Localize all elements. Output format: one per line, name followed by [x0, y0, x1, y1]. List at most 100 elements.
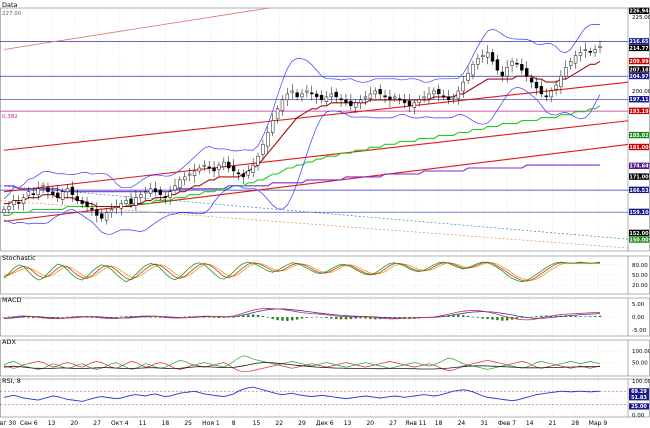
x-tick-label: Сен 6 [20, 420, 38, 427]
price-tag-box [629, 72, 649, 80]
candle-body [432, 90, 436, 95]
candle-body [510, 61, 514, 66]
x-tick-label: Янв 11 [405, 420, 426, 427]
rsi-tag-box [629, 388, 649, 395]
macd-histogram-bar [7, 316, 11, 318]
price-tag-box [629, 131, 649, 139]
candle-body [319, 94, 324, 101]
macd-histogram-bar [315, 316, 318, 318]
rsi-tag-label: 51.83 [631, 395, 647, 401]
candle-body [114, 206, 119, 208]
candle-body [300, 93, 304, 98]
candle-body [598, 46, 602, 48]
macd-histogram-bar [256, 314, 260, 317]
candle-body [109, 209, 114, 213]
candle-body [183, 176, 187, 181]
macd-histogram-bar [369, 317, 372, 320]
price-tag-label: 150.00 [629, 237, 649, 243]
candle-body [187, 173, 192, 176]
macd-histogram-bar [579, 316, 582, 317]
candle-body [441, 95, 446, 98]
candle-body [534, 81, 539, 89]
macd-histogram-bar [486, 317, 489, 320]
price-tag-label: 174.64 [629, 164, 649, 170]
candle-body [7, 206, 11, 210]
stochastic-axis-label: 80.00 [632, 263, 648, 269]
price-tag-box [629, 162, 649, 170]
indicator-panels [2, 261, 602, 402]
candle-body [417, 99, 421, 104]
candle-body [100, 213, 104, 219]
regression-channel-line [3, 81, 628, 151]
candle-body [456, 90, 461, 99]
rsi-panel-title: RSI, 8 [2, 377, 21, 385]
candle-body [202, 164, 206, 167]
candle-body [329, 93, 333, 98]
trend-guide-line [0, 185, 628, 240]
macd-histogram-bar [462, 315, 465, 317]
macd-histogram-bar [540, 315, 543, 317]
macd-histogram-bar [481, 317, 484, 319]
macd-histogram-bar [447, 315, 450, 317]
candle-body [544, 95, 548, 98]
candle-body [119, 203, 123, 209]
macd-histogram-bar [505, 317, 509, 321]
price-tag-box [629, 7, 649, 15]
macd-histogram-bar [183, 316, 186, 318]
candle-body [564, 67, 568, 77]
candle-body [402, 99, 407, 104]
price-tag-box [629, 44, 649, 52]
price-tag-box [629, 96, 649, 103]
candle-body [559, 75, 563, 88]
candle-body [212, 167, 216, 172]
rsi-axis-label: 0.00 [632, 413, 645, 419]
price-panel-title: Data [2, 1, 18, 9]
candle-body [178, 179, 182, 188]
macd-histogram-bar [569, 315, 572, 317]
macd-histogram-bar [545, 315, 548, 317]
price-tag-box [629, 107, 649, 115]
candle-body [56, 192, 60, 198]
candle-body [163, 196, 167, 198]
price-tag-box [629, 38, 649, 45]
candle-body [143, 191, 148, 194]
x-tick-label: 13 [344, 420, 352, 427]
rsi-tag-label: 25.00 [631, 404, 647, 410]
candle-body [578, 52, 583, 56]
macd-histogram-bar [491, 317, 494, 320]
macd-histogram-bar [339, 317, 343, 320]
rsi-line [3, 386, 601, 402]
price-tag-label: 166.53 [629, 188, 649, 194]
upper-diagonal-line [3, 8, 272, 50]
candle-body [295, 92, 299, 98]
x-tick-label: 13 [48, 420, 56, 427]
macd-histogram-bar [452, 314, 455, 317]
macd-histogram-bar [295, 317, 299, 320]
macd-histogram-bar [32, 317, 35, 319]
candle-body [46, 187, 50, 192]
candle-body [446, 96, 451, 101]
macd-histogram-bar [466, 315, 470, 317]
candle-body [583, 49, 588, 51]
candle-body [217, 164, 221, 170]
x-tick-label: 15 [253, 420, 261, 427]
candle-body [398, 98, 402, 101]
bollinger-lower-line [3, 86, 601, 235]
x-tick-label: 18 [162, 420, 170, 427]
candle-body [485, 52, 490, 58]
macd-histogram-bar [261, 315, 265, 317]
price-tag-label: 204.97 [629, 74, 649, 80]
macd-histogram-bar [149, 317, 152, 318]
sma-slow-line [4, 164, 600, 193]
price-tag-label: 209.99 [629, 59, 649, 65]
macd-histogram-bar [359, 317, 362, 319]
regression-channel-line [3, 120, 628, 193]
rsi-tag-label: 69.29 [631, 389, 647, 395]
candle-body [129, 198, 133, 204]
candle-body [241, 173, 246, 178]
candle-body [378, 88, 382, 95]
candle-body [280, 99, 285, 111]
x-tick-label: 22 [275, 420, 283, 427]
price-tag-box [629, 66, 649, 73]
